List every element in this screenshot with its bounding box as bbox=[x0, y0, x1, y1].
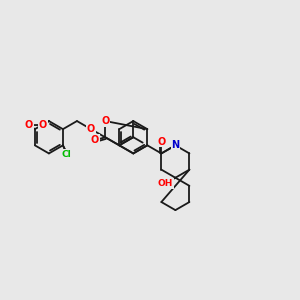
Text: O: O bbox=[157, 137, 166, 147]
Text: O: O bbox=[91, 135, 99, 145]
Text: O: O bbox=[39, 120, 47, 130]
Text: O: O bbox=[101, 116, 110, 126]
Text: O: O bbox=[25, 120, 33, 130]
Text: OH: OH bbox=[158, 179, 173, 188]
Text: Cl: Cl bbox=[62, 150, 72, 159]
Text: N: N bbox=[171, 140, 179, 150]
Text: O: O bbox=[87, 124, 95, 134]
